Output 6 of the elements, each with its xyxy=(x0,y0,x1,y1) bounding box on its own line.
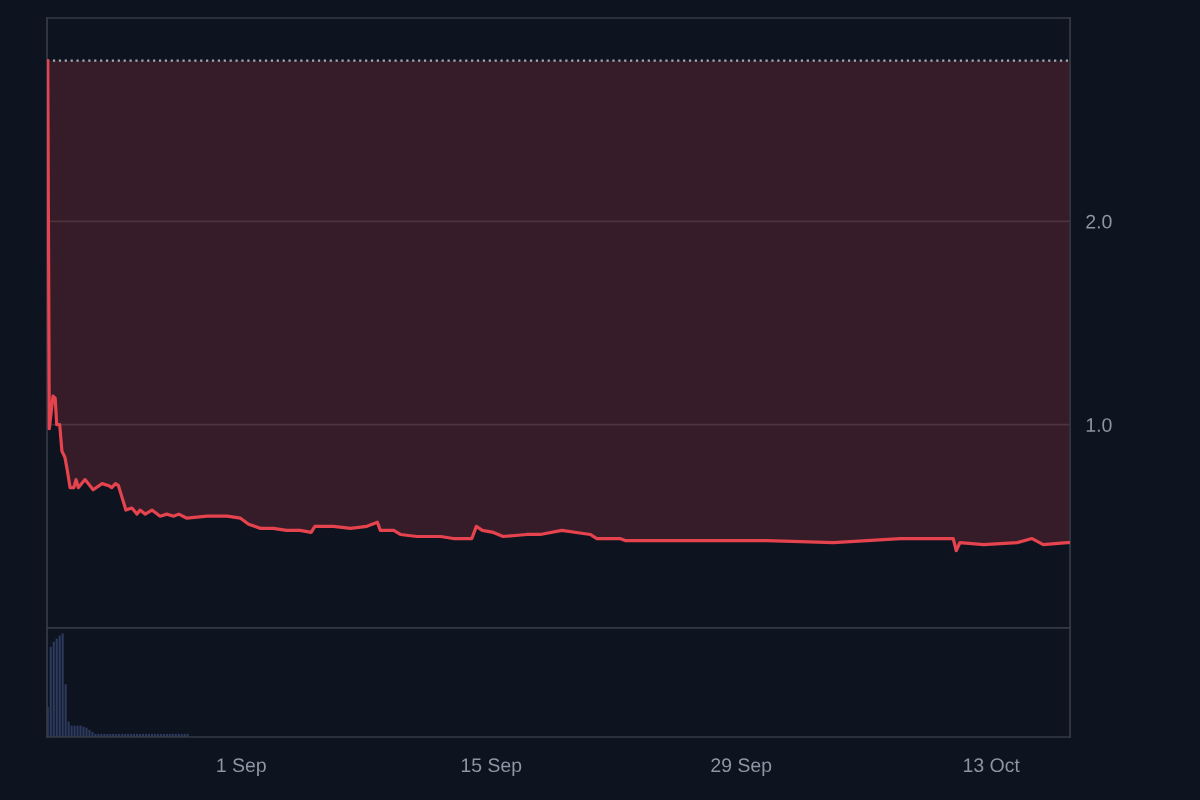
x-tick-label: 29 Sep xyxy=(711,758,772,776)
x-tick-label: 13 Oct xyxy=(964,758,1020,773)
y-tick-label: 1.0 xyxy=(1086,418,1112,432)
x-tick-label: 1 Sep xyxy=(217,758,266,776)
x-tick-label: 15 Sep xyxy=(461,758,522,776)
y-tick-label: 2.0 xyxy=(1086,214,1112,229)
